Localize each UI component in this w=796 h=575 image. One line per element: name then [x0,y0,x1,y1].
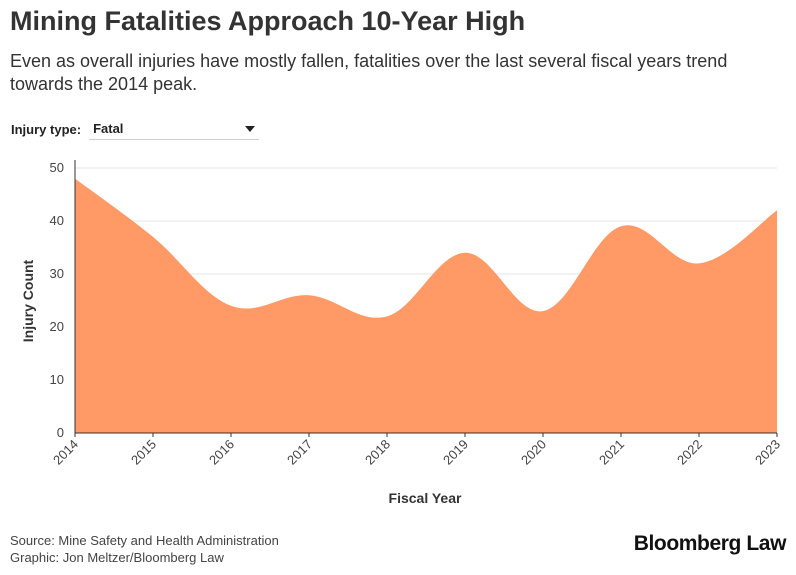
y-tick-label: 40 [50,213,64,228]
injury-type-filter: Injury type: Fatal [11,118,260,140]
chart-subtitle: Even as overall injuries have mostly fal… [10,51,728,94]
y-axis-ticks: 0 10 20 30 40 50 [50,160,64,440]
x-axis-title: Fiscal Year [389,490,462,506]
x-axis-ticks: 2014 2015 2016 2017 2018 2019 2020 2021 2022 2023 [50,433,783,468]
y-axis-title: Injury Count [20,259,36,342]
area-chart: 0 10 20 30 40 50 2014 2015 2016 2017 2018 2019 2020… [20,160,783,506]
x-tick-label: 2021 [596,437,627,468]
x-tick-label: 2016 [206,437,237,468]
x-tick-label: 2020 [518,437,549,468]
x-tick-label: 2022 [674,437,705,468]
x-tick-label: 2019 [440,437,471,468]
y-tick-label: 10 [50,372,64,387]
bloomberg-law-logo: Bloomberg Law [633,532,787,555]
chevron-down-icon[interactable] [245,125,256,132]
source-text: Source: Mine Safety and Health Administr… [10,533,279,548]
x-tick-label: 2023 [752,437,783,468]
fatalities-area [75,178,777,433]
credit-text: Graphic: Jon Meltzer/Bloomberg Law [10,550,224,565]
chart-title: Mining Fatalities Approach 10-Year High [10,6,526,36]
y-tick-label: 0 [57,425,64,440]
x-tick-label: 2017 [284,437,315,468]
injury-type-dropdown[interactable]: Fatal [89,118,260,140]
injury-type-label: Injury type: [11,121,82,137]
x-tick-label: 2015 [128,437,159,468]
y-tick-label: 20 [50,319,64,334]
x-tick-label: 2018 [362,437,393,468]
y-tick-label: 50 [50,160,64,175]
x-tick-label: 2014 [50,437,81,468]
y-tick-label: 30 [50,266,64,281]
injury-type-selected-value: Fatal [93,121,124,136]
source-note: Source: Mine Safety and Health Administr… [10,532,279,566]
